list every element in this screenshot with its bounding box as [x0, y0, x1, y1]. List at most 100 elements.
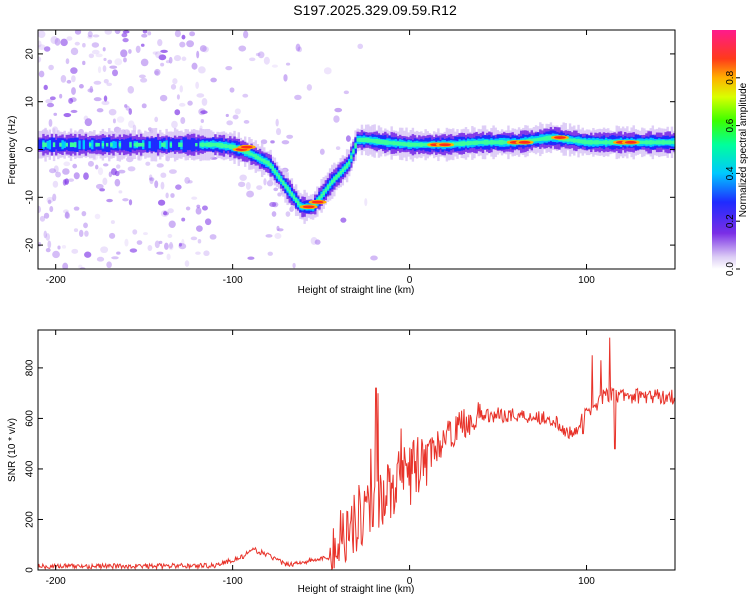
- spectrogram-noise-blob: [128, 199, 133, 206]
- spectrogram-ridge-cell: [277, 174, 281, 180]
- spectrogram-noise-blob: [127, 86, 135, 94]
- snr-panel: -200 -100 0 100 0 200 400 600 800 Height of stra…: [7, 329, 676, 595]
- spectrogram-ridge-cell: [171, 138, 175, 152]
- spectrogram-noise-blob: [168, 243, 174, 251]
- spectrogram-noise-blob: [167, 208, 174, 214]
- spectrogram-noise-blob: [143, 232, 148, 236]
- spectrogram-ridge-cell: [647, 140, 650, 145]
- spectrogram-noise-blob: [73, 206, 80, 211]
- spectrogram-ridge-cell: [362, 137, 366, 143]
- spectrogram-ridge-cell: [173, 139, 177, 151]
- spectrogram-ridge-cell: [655, 140, 659, 145]
- spectrogram-noise-blob: [275, 127, 282, 136]
- spectrogram-noise-blob: [63, 161, 71, 167]
- spectrogram-ridge-cell: [328, 182, 332, 187]
- spectrogram-ridge-cell: [112, 140, 115, 149]
- snr-y-tick-label: 0: [25, 567, 36, 573]
- spectrogram-ridge-cell: [352, 149, 355, 154]
- spectrogram-ridge-cell: [356, 138, 359, 142]
- spectrogram-noise-blob: [314, 239, 321, 245]
- spectrogram-noise-blob: [45, 98, 53, 104]
- spectrogram-noise-blob: [171, 120, 178, 129]
- spectrogram-ridge-cell: [152, 138, 156, 152]
- spectrogram-y-tick-label: -20: [25, 237, 36, 252]
- spectrogram-noise-blob: [70, 109, 78, 113]
- spectrogram-ridge-cell: [462, 141, 466, 146]
- spectrogram-noise-blob: [270, 140, 275, 144]
- spectrogram-ridge-cell: [203, 143, 207, 147]
- spectrogram-noise-blob: [78, 84, 84, 89]
- spectrogram-ridge-cell: [273, 169, 277, 174]
- spectrogram-ridge-cell: [292, 195, 296, 200]
- spectrogram-noise-blob: [267, 251, 273, 256]
- spectrogram-noise-blob: [83, 172, 89, 180]
- spectrogram-noise-blob: [122, 198, 129, 202]
- spectrogram-noise-blob: [168, 220, 176, 228]
- spectrogram-ridge-cell: [458, 141, 461, 146]
- spectrogram-ridge-cell: [48, 140, 52, 150]
- spectrogram-noise-blob: [201, 97, 208, 106]
- spectrogram-ridge-cell: [131, 139, 134, 150]
- spectrogram-ridge-cell: [662, 139, 665, 145]
- spectrogram-noise-blob: [47, 199, 52, 205]
- spectrogram-noise-blob: [187, 100, 193, 106]
- spectrogram-noise-blob: [118, 190, 123, 194]
- spectrogram-ridge-cell: [165, 140, 168, 150]
- spectrogram-noise-blob: [195, 81, 200, 89]
- spectrogram-noise-blob: [62, 262, 69, 269]
- spectrogram-ridge-cell: [369, 138, 372, 143]
- spectrogram-noise-blob: [271, 211, 277, 217]
- snr-y-tick-label: 600: [25, 410, 36, 427]
- spectrogram-noise-blob: [160, 172, 167, 178]
- spectrogram-ridge-cell: [403, 142, 406, 147]
- spectrogram-ridge-cell: [84, 138, 88, 152]
- spectrogram-noise-blob: [285, 62, 291, 66]
- spectrogram-hot-core: [240, 145, 253, 149]
- spectrogram-noise-blob: [195, 207, 202, 215]
- spectrogram-ridge-cell: [415, 142, 419, 147]
- spectrogram-noise-blob: [238, 45, 247, 52]
- spectrogram-noise-blob: [112, 118, 116, 124]
- spectrogram-noise-blob: [165, 60, 171, 64]
- spectrogram-noise-blob: [285, 211, 291, 217]
- spectrogram-ridge-cell: [280, 178, 283, 182]
- spectrogram-ridge-cell: [407, 142, 410, 147]
- spectrogram-noise-blob: [249, 57, 256, 62]
- spectrogram-ridge-cell: [76, 137, 79, 152]
- spectrogram-ridge-cell: [224, 143, 228, 149]
- spectrogram-noise-blob: [91, 49, 100, 55]
- spectrogram-ridge-cell: [532, 138, 536, 142]
- spectrogram-ridge-cell: [212, 142, 215, 147]
- spectrogram-ridge-cell: [269, 163, 272, 169]
- spectrogram-ridge-cell: [67, 138, 71, 151]
- colorbar: 0.0 0.2 0.4 0.6 0.8 Normalized spectral ampl…: [712, 30, 749, 276]
- spectrogram-noise-blob: [68, 178, 75, 182]
- spectrogram-noise-blob: [66, 79, 72, 84]
- spectrogram-heatmap: [38, 30, 675, 269]
- spectrogram-noise-blob: [87, 35, 93, 39]
- spectrogram-noise-blob: [82, 60, 86, 66]
- spectrogram-noise-blob: [225, 66, 233, 71]
- spectrogram-noise-blob: [132, 124, 137, 133]
- spectrogram-ridge-cell: [120, 138, 124, 151]
- spectrogram-noise-blob: [157, 199, 166, 206]
- spectrogram-noise-blob: [281, 140, 290, 145]
- spectrogram-ridge-cell: [575, 139, 578, 143]
- spectrogram-noise-blob: [78, 229, 84, 238]
- spectrogram-ridge-cell: [182, 137, 185, 153]
- spectrogram-noise-blob: [166, 253, 171, 261]
- spectrogram-noise-blob: [82, 43, 86, 48]
- spectrogram-noise-blob: [93, 80, 102, 85]
- spectrogram-noise-blob: [43, 230, 48, 239]
- spectrogram-noise-blob: [50, 36, 59, 45]
- spectrogram-ridge-cell: [333, 177, 336, 182]
- spectrogram-noise-blob: [63, 209, 69, 214]
- spectrogram-noise-blob: [357, 43, 364, 49]
- spectrogram-ridge-cell: [252, 153, 255, 158]
- spectrogram-noise-blob: [38, 30, 46, 38]
- spectrogram-noise-blob: [128, 49, 132, 54]
- spectrogram-ridge-cell: [581, 139, 584, 144]
- spectrogram-ridge-cell: [545, 135, 548, 141]
- spectrogram-x-tick-label: -200: [46, 275, 66, 286]
